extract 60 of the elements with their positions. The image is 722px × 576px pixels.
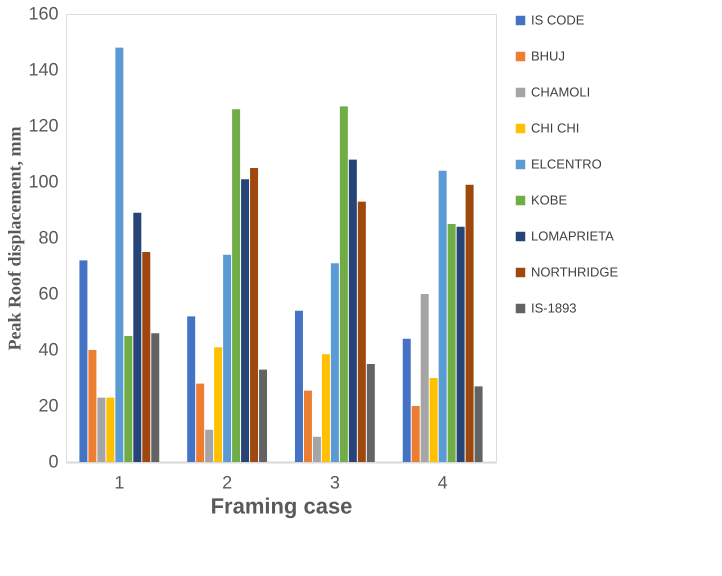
bar xyxy=(358,202,366,462)
x-tick-label: 4 xyxy=(438,472,448,492)
y-axis-title: Peak Roof displacement, mm xyxy=(4,126,24,350)
bar xyxy=(223,254,232,462)
bar xyxy=(420,294,429,462)
legend-label: IS-1893 xyxy=(531,300,577,316)
legend-label: CHAMOLI xyxy=(531,84,590,100)
bar xyxy=(474,386,483,462)
y-tick-label: 100 xyxy=(28,172,58,192)
bar xyxy=(88,350,96,462)
legend-label: IS CODE xyxy=(531,12,585,28)
bar xyxy=(205,430,214,462)
bar xyxy=(430,378,438,462)
bar xyxy=(322,354,330,462)
bar xyxy=(214,347,222,462)
bar xyxy=(124,336,132,462)
bar xyxy=(448,224,456,462)
bar xyxy=(250,168,258,462)
legend-label: CHI CHI xyxy=(531,120,580,136)
bar xyxy=(97,398,106,462)
legend-label: KOBE xyxy=(531,192,568,208)
bar xyxy=(106,398,114,462)
x-tick-label: 3 xyxy=(330,472,340,492)
bar xyxy=(412,406,420,462)
x-tick-label: 2 xyxy=(222,472,232,492)
bar xyxy=(187,316,196,462)
bar xyxy=(259,370,268,462)
bar xyxy=(133,212,142,462)
y-tick-label: 160 xyxy=(28,4,58,24)
bar xyxy=(466,184,474,462)
bar xyxy=(312,436,321,462)
legend-label: BHUJ xyxy=(531,48,565,64)
bar xyxy=(241,179,250,462)
y-tick-label: 140 xyxy=(28,60,58,80)
legend-label: ELCENTRO xyxy=(531,156,602,172)
bar xyxy=(196,384,204,462)
bar xyxy=(294,310,303,462)
bar xyxy=(402,338,411,462)
bar xyxy=(232,109,240,462)
x-axis-title: Framing case xyxy=(210,494,352,518)
bar xyxy=(151,333,160,462)
bar xyxy=(115,48,124,462)
legend-label: NORTHRIDGE xyxy=(531,264,618,280)
y-tick-label: 80 xyxy=(38,228,58,248)
legend-label: LOMAPRIETA xyxy=(531,228,614,244)
y-tick-label: 40 xyxy=(38,340,58,360)
x-tick-label: 1 xyxy=(114,472,124,492)
y-tick-label: 20 xyxy=(38,396,58,416)
bar xyxy=(330,263,339,462)
y-tick-label: 0 xyxy=(48,452,58,472)
bar xyxy=(366,364,375,462)
bar xyxy=(340,106,348,462)
bar xyxy=(438,170,447,462)
y-tick-label: 120 xyxy=(28,116,58,136)
bar xyxy=(142,252,150,462)
bar xyxy=(79,260,88,462)
bar xyxy=(304,390,312,462)
y-tick-label: 60 xyxy=(38,284,58,304)
bar xyxy=(348,160,357,462)
bar xyxy=(456,226,465,462)
